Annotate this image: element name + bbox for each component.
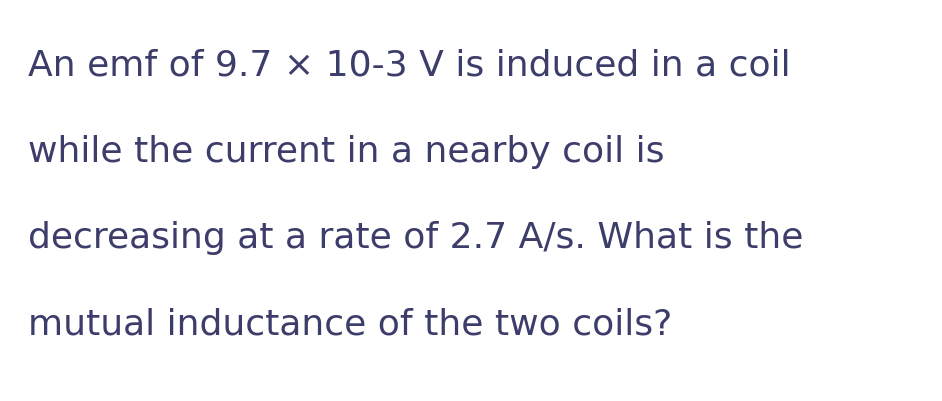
Text: mutual inductance of the two coils?: mutual inductance of the two coils? xyxy=(28,307,673,341)
Text: while the current in a nearby coil is: while the current in a nearby coil is xyxy=(28,134,665,168)
Text: decreasing at a rate of 2.7 A/s. What is the: decreasing at a rate of 2.7 A/s. What is… xyxy=(28,221,804,255)
Text: An emf of 9.7 × 10-3 V is induced in a coil: An emf of 9.7 × 10-3 V is induced in a c… xyxy=(28,48,791,82)
